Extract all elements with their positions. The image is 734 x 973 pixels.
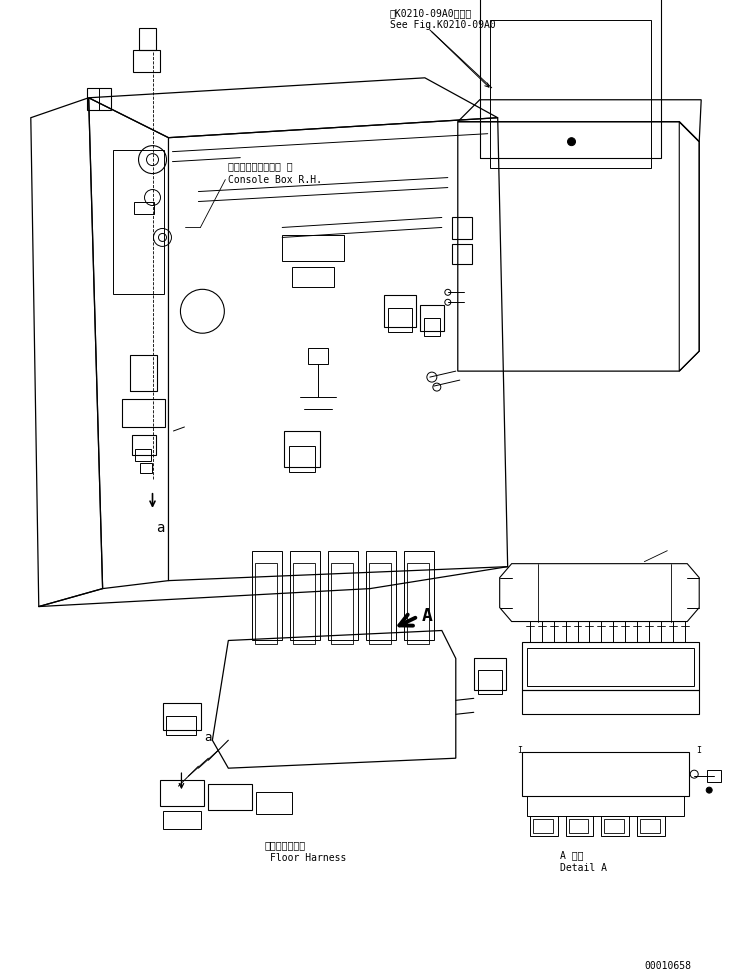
Bar [292,268,334,287]
Bar [384,295,416,327]
Text: コンソールボックス 右: コンソールボックス 右 [228,162,293,171]
Circle shape [706,787,712,793]
Bar [369,562,391,644]
Bar [530,816,558,836]
Bar [122,399,165,427]
Bar [164,811,201,829]
Bar [533,819,553,833]
Bar [289,446,315,472]
Bar [208,784,252,811]
Bar [478,670,501,695]
Text: A 詳細: A 詳細 [559,850,583,860]
Bar [604,819,625,833]
Bar [490,20,651,167]
Bar [404,551,434,640]
Bar [640,819,661,833]
Bar [255,562,277,644]
Bar [131,435,156,455]
Text: See Fig.K0210-09A0: See Fig.K0210-09A0 [390,20,495,30]
Circle shape [567,137,575,146]
Text: I: I [697,746,701,755]
Text: a: a [204,732,212,744]
Bar [256,792,292,814]
Bar [134,449,150,461]
Bar [388,308,412,332]
Bar [637,816,665,836]
Bar [452,244,472,265]
Bar [139,463,151,473]
Text: A: A [422,606,433,625]
Bar [133,50,161,72]
Bar [290,551,320,640]
Bar [522,752,689,796]
Bar [420,306,444,331]
Text: a: a [156,521,165,535]
Text: 第K0210-09A0図参照: 第K0210-09A0図参照 [390,8,472,18]
Bar [252,551,282,640]
Bar [139,28,156,50]
Bar [161,780,204,806]
Bar [134,201,153,214]
Bar [331,562,353,644]
Text: 00010658: 00010658 [644,960,691,971]
Text: I: I [517,746,523,755]
Bar [452,218,472,239]
Bar [293,562,315,644]
Bar [130,355,158,391]
Bar [707,771,722,782]
Bar [526,796,684,816]
Bar [473,659,506,691]
Bar [328,551,358,640]
Bar [522,642,700,691]
Text: フロアハーネス: フロアハーネス [264,840,305,850]
Bar [526,648,694,686]
Bar [366,551,396,640]
Text: Detail A: Detail A [559,863,606,873]
Bar [601,816,629,836]
Bar [164,703,201,731]
Bar [112,150,164,294]
Bar [565,816,594,836]
Bar [87,88,111,110]
Bar [480,0,661,158]
Bar [569,819,589,833]
Bar [308,348,328,364]
Text: Floor Harness: Floor Harness [270,853,346,863]
Bar [424,318,440,337]
Bar [167,716,197,736]
Text: Console Box R.H.: Console Box R.H. [228,174,322,185]
Bar [407,562,429,644]
Bar [522,691,700,714]
Bar [284,431,320,467]
Bar [282,235,344,262]
